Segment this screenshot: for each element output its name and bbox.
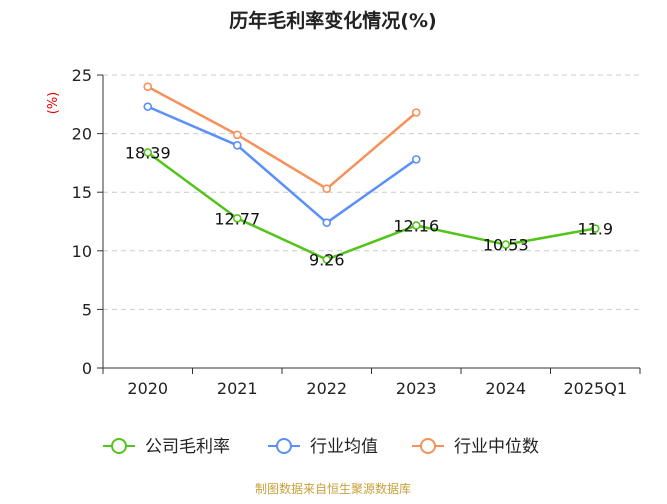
y-tick-label: 5 <box>82 300 92 319</box>
data-point <box>322 255 332 264</box>
series-line-2 <box>147 105 417 224</box>
series-line-1 <box>147 151 596 261</box>
data-label: 12.77 <box>214 209 260 228</box>
data-point <box>501 240 511 249</box>
data-label: 10.53 <box>483 236 529 255</box>
data-label: 11.9 <box>577 220 613 239</box>
data-label: 9.26 <box>309 250 345 269</box>
data-point <box>411 221 421 230</box>
y-tick-label: 20 <box>72 125 92 144</box>
chart-title: 历年毛利率变化情况(%) <box>229 9 436 32</box>
legend-label: 行业均值 <box>310 437 378 457</box>
x-tick-label: 2024 <box>485 379 526 398</box>
legend-swatch-marker <box>276 438 292 454</box>
source-note: 制图数据来自恒生聚源数据库 <box>255 481 411 496</box>
data-point <box>322 218 332 227</box>
y-axis-label: (%) <box>46 92 61 115</box>
legend-label: 公司毛利率 <box>145 437 230 457</box>
data-point <box>143 102 153 111</box>
x-tick-label: 2021 <box>217 379 258 398</box>
legend-swatch-marker <box>111 438 127 454</box>
data-point <box>232 141 242 150</box>
data-point <box>143 82 153 92</box>
x-tick-label: 2022 <box>306 379 347 398</box>
legend-label: 行业中位数 <box>454 437 539 457</box>
data-point <box>590 224 600 233</box>
data-point <box>322 184 332 193</box>
y-tick-label: 25 <box>72 66 92 85</box>
data-point <box>232 130 242 140</box>
y-tick-label: 10 <box>72 242 92 261</box>
data-point <box>232 214 242 223</box>
legend-swatch-marker <box>420 438 436 454</box>
x-tick-label: 2025Q1 <box>564 379 628 398</box>
x-tick-label: 2023 <box>396 379 437 398</box>
data-label: 18.39 <box>125 143 171 162</box>
data-label: 12.16 <box>393 216 439 235</box>
series-line-3 <box>147 85 418 190</box>
y-tick-label: 0 <box>82 359 92 378</box>
data-point <box>143 148 153 157</box>
data-point <box>411 108 421 117</box>
x-tick-label: 2020 <box>127 379 168 398</box>
data-point <box>411 155 421 164</box>
y-tick-label: 15 <box>72 183 92 202</box>
